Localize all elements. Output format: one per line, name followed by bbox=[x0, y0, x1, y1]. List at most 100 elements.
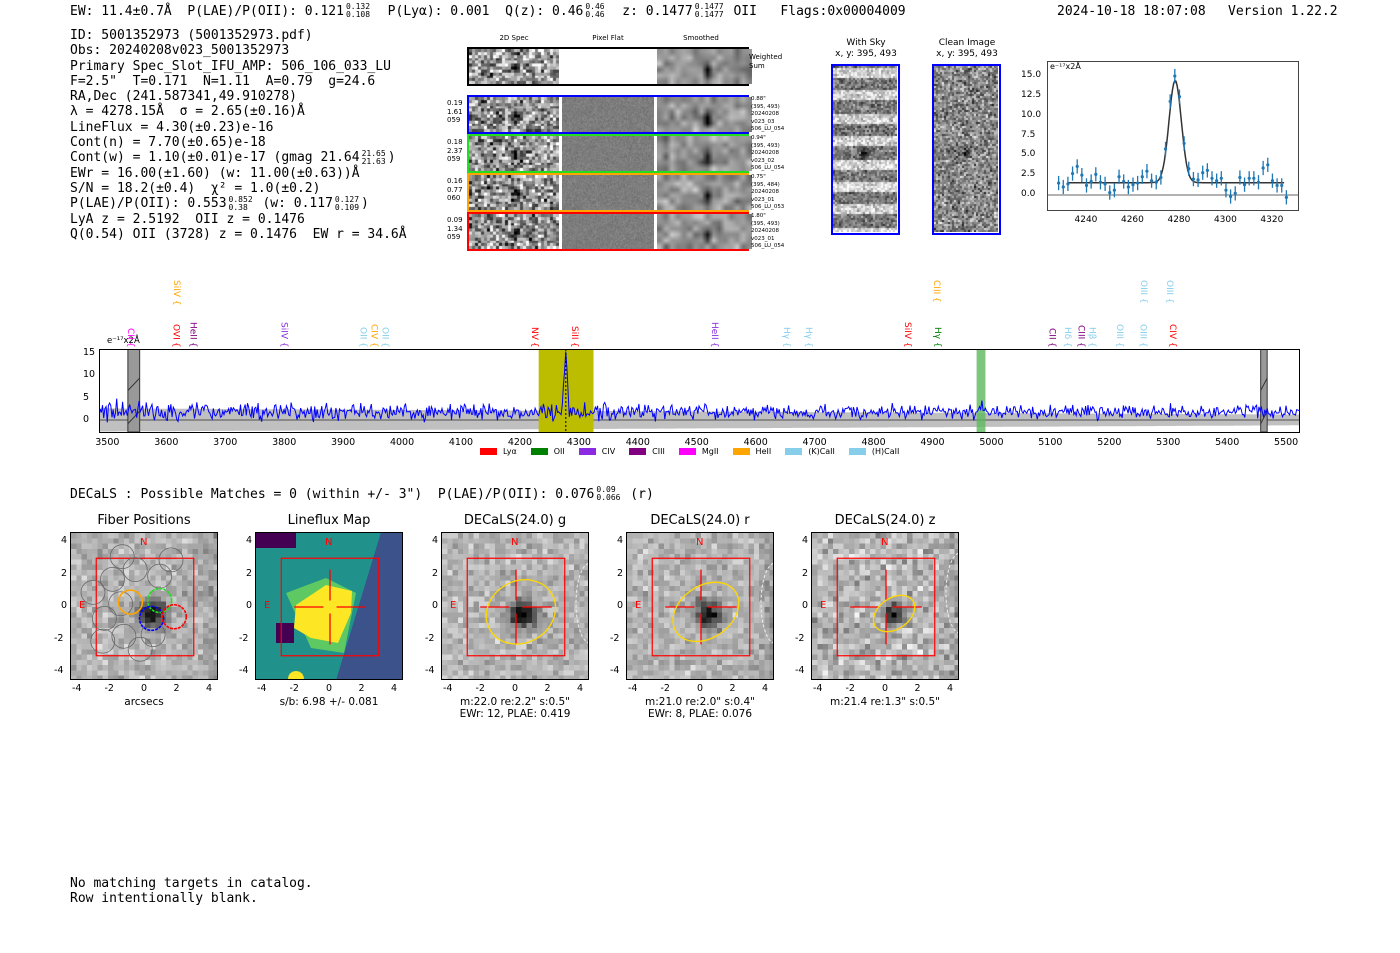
lower-bound: 0.38 bbox=[228, 202, 248, 212]
data-point bbox=[1136, 181, 1140, 185]
pixel-flat-image bbox=[562, 175, 654, 210]
panel-overlay bbox=[466, 557, 588, 657]
fiber-details: 0.94" (395, 493) 20240208 v023_02 506_LU_054 bbox=[751, 135, 784, 173]
summary-header: EW: 11.4±0.7Å P(LAE)/P(OII): 0.121 0.132 0… bbox=[70, 3, 906, 19]
east-label: E bbox=[79, 600, 86, 611]
emission-line-marker: CIV bbox=[1167, 324, 1177, 348]
data-point bbox=[1168, 99, 1172, 104]
legend-item: HeII bbox=[732, 447, 772, 456]
legend-label: HeII bbox=[755, 447, 772, 456]
fiber-row bbox=[467, 95, 752, 134]
y-tick-label: 0 bbox=[617, 600, 624, 611]
text-segment: EWr = 16.00(±1.60) (w: 11.00(±0.63))Å bbox=[70, 165, 360, 181]
pixel-flat-image bbox=[562, 136, 654, 171]
error-range: 0.46 0.46 bbox=[585, 3, 604, 19]
data-point bbox=[1266, 163, 1270, 167]
spec2d-image bbox=[469, 175, 559, 210]
fiber-detail: 0.94" bbox=[751, 135, 766, 141]
text-segment: Cont(n) = 7.70(±0.65)e-18 bbox=[70, 135, 266, 151]
legend-item: OII bbox=[530, 447, 565, 456]
legend-item: (K)CaII bbox=[785, 447, 835, 456]
x-tick-label: 3700 bbox=[213, 437, 238, 448]
stamp-pixels bbox=[934, 66, 998, 232]
fiber-detail: (395, 484) bbox=[751, 181, 780, 188]
x-tick-label: 4 bbox=[206, 683, 213, 694]
y-tick-label: -2 bbox=[239, 632, 249, 644]
spec2d-image bbox=[469, 136, 559, 171]
y-tick-label: 2 bbox=[617, 567, 624, 579]
emission-line-marker: SiIV bbox=[171, 280, 181, 306]
text-segment: Q(0.54) OII (3728) z = 0.1476 EW r = 34.… bbox=[70, 226, 407, 242]
legend-label: CIV bbox=[601, 447, 616, 456]
fiber-stats: 0.18 2.37 059 bbox=[447, 138, 463, 164]
fiber-row bbox=[467, 212, 752, 251]
data-point bbox=[1177, 95, 1182, 99]
aperture-box bbox=[280, 557, 380, 657]
text-segment: LyA z = 2.5192 OII z = 0.1476 bbox=[70, 211, 305, 227]
info-line: S/N = 18.2(±0.4) χ² = 1.0(±0.2) bbox=[70, 181, 407, 196]
stamp-name: With Sky bbox=[846, 38, 886, 48]
x-tick-label: 4 bbox=[947, 683, 954, 694]
y-tick-label: 4 bbox=[432, 535, 439, 546]
data-point bbox=[1094, 172, 1098, 176]
data-point bbox=[1191, 177, 1196, 181]
spec2d-column-title: 2D Spec bbox=[499, 34, 529, 42]
cutout-image bbox=[71, 533, 217, 679]
data-point bbox=[1256, 180, 1261, 184]
info-line: Obs: 20240208v023_5001352973 bbox=[70, 43, 407, 58]
panel-caption: s/b: 6.98 +/- 0.081 bbox=[279, 696, 379, 708]
neighbor-ellipse bbox=[945, 552, 958, 634]
with-sky-image bbox=[831, 64, 900, 235]
fiber-details: 0.88" (395, 493) 20240208 v023_03 506_LU_054 bbox=[751, 96, 784, 134]
emission-line-marker: OII bbox=[379, 327, 389, 348]
x-tick-label: 4 bbox=[762, 683, 769, 694]
north-label: N bbox=[140, 537, 148, 548]
stamp-title: With Sky x, y: 395, 493 bbox=[811, 38, 921, 60]
cutout-image bbox=[812, 533, 958, 679]
x-tick-label: 0 bbox=[882, 683, 889, 694]
x-tick-label: -2 bbox=[845, 683, 855, 694]
data-point bbox=[1270, 179, 1275, 183]
crosshair bbox=[480, 569, 552, 645]
source-ellipse bbox=[672, 581, 740, 643]
crosshair bbox=[850, 569, 922, 645]
x-tick-label: 0 bbox=[141, 683, 148, 694]
upper-bound: 0.1477 bbox=[694, 2, 724, 11]
legend-label: CIII bbox=[652, 447, 665, 456]
plot-frame bbox=[1047, 61, 1299, 211]
emission-line-marker: OIII bbox=[1164, 280, 1174, 304]
error-range: 21.65 21.63 bbox=[362, 150, 386, 166]
data-point bbox=[1173, 74, 1177, 78]
upper-bound: 0.09 bbox=[596, 485, 616, 494]
fiber-circle bbox=[90, 628, 116, 654]
data-point bbox=[1163, 147, 1168, 151]
data-point bbox=[1126, 185, 1130, 189]
smoothed-image bbox=[657, 175, 752, 210]
x-tick-label: 5500 bbox=[1274, 437, 1299, 448]
x-tick-label: 4000 bbox=[389, 437, 415, 448]
y-tick-label: -2 bbox=[425, 632, 435, 644]
text-segment: Primary Spec_Slot_IFU_AMP: 506_106_033_L… bbox=[70, 58, 391, 74]
lower-bound: 0.109 bbox=[334, 202, 360, 212]
panel-overlay bbox=[280, 557, 380, 657]
highlight-region bbox=[976, 349, 986, 432]
fiber-stat: 060 bbox=[447, 194, 461, 202]
error-range: 0.852 0.38 bbox=[228, 195, 253, 212]
upper-bound: 0.46 bbox=[585, 2, 605, 11]
decals-summary-text: DECaLS : Possible Matches = 0 (within +/… bbox=[70, 486, 595, 502]
smoothed-image bbox=[657, 136, 752, 171]
plot-frame bbox=[99, 349, 1300, 433]
data-point bbox=[1112, 188, 1116, 192]
x-tick-label: 2 bbox=[173, 683, 180, 694]
data-point bbox=[1196, 178, 1200, 182]
x-tick-label: 4800 bbox=[861, 437, 886, 448]
fiber-circle bbox=[108, 591, 134, 617]
text-segment: P(LAE)/P(OII): 0.553 bbox=[70, 196, 227, 212]
y-tick-label: -2 bbox=[54, 632, 64, 644]
y-tick-label: 5 bbox=[83, 391, 90, 403]
panel-title: Lineflux Map bbox=[287, 513, 371, 528]
data-point bbox=[1061, 185, 1065, 189]
y-tick-label: 4 bbox=[246, 535, 253, 546]
fiber-detail: (395, 493) bbox=[751, 103, 780, 110]
